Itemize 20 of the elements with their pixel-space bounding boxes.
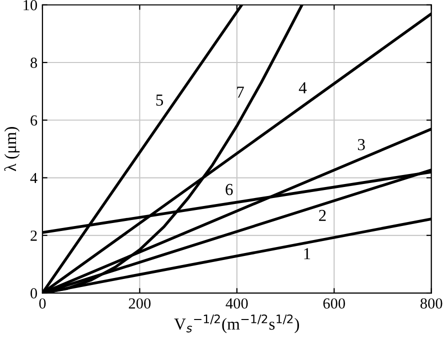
series-label: 5 — [156, 94, 164, 106]
series-label: 6 — [226, 184, 233, 196]
x-tick-label: 600 — [323, 298, 346, 309]
y-tick-label: 6 — [30, 115, 38, 126]
series-label: 7 — [237, 86, 244, 98]
y-tick-label: 8 — [30, 58, 38, 68]
y-axis-title: λ (μm) — [4, 127, 20, 172]
x-tick-label: 400 — [226, 298, 248, 309]
x-tick-label: 0 — [39, 298, 46, 309]
y-tick-label: 10 — [24, 0, 38, 10]
x-tick-label: 800 — [420, 298, 442, 309]
series-label: 2 — [319, 210, 326, 221]
y-tick-label: 2 — [30, 230, 37, 241]
series-label: 1 — [304, 248, 310, 260]
x-tick-label: 200 — [128, 298, 151, 309]
series-label: 3 — [358, 139, 365, 150]
x-axis-title: V$_{s}$$^{−1/2}$(m$^{−1/2}$s$^{1/2}$) — [174, 314, 299, 334]
y-tick-label: 4 — [30, 173, 38, 184]
series-label: 4 — [298, 82, 307, 94]
y-tick-label: 0 — [30, 288, 38, 298]
